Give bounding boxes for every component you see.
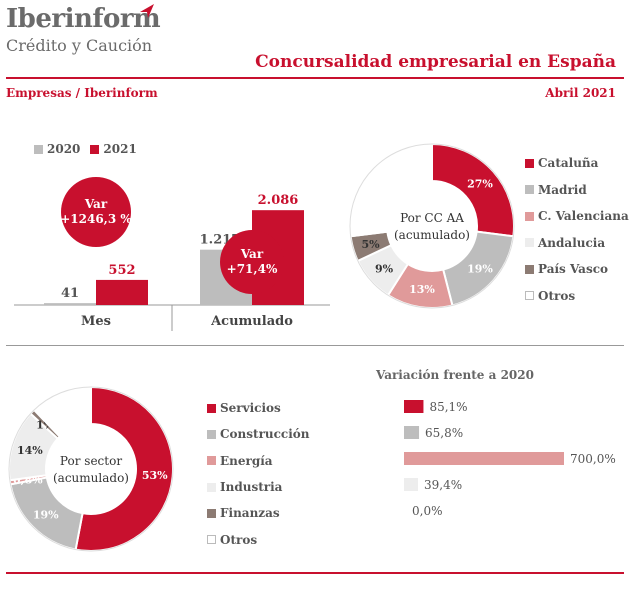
category-label: Acumulado xyxy=(210,314,293,329)
category-label: Mes xyxy=(81,314,111,329)
bar-2021-mes xyxy=(96,279,148,305)
legend-swatch xyxy=(207,429,216,439)
legend-item: País Vasco xyxy=(525,256,629,283)
pie-slice-label: 19% xyxy=(33,508,59,521)
pie-slice-label: 9% xyxy=(375,262,394,275)
legend-label: Cataluña xyxy=(538,156,599,171)
variation-bar-label: 65,8% xyxy=(425,426,463,440)
legend-swatch xyxy=(207,456,216,466)
date-label: Abril 2021 xyxy=(545,86,616,100)
pie-center-label-line2: (acumulado) xyxy=(394,228,470,242)
logo-tagline: Crédito y Caución xyxy=(6,36,153,55)
variation-bar xyxy=(404,452,564,465)
bar-2020-mes xyxy=(44,303,96,305)
legend-label: Servicios xyxy=(220,401,281,416)
variation-bar-label: 0,0% xyxy=(412,504,443,518)
legend-item: Andalucia xyxy=(525,230,629,257)
legend-swatch xyxy=(207,508,216,518)
pie-outline xyxy=(349,143,515,309)
pie-slice-label: 13% xyxy=(409,283,435,296)
pie-chart-sector: 53%19%0,8%14%1%Por sector(acumulado) xyxy=(8,385,174,552)
section-divider xyxy=(6,345,624,346)
pie-slice-label: 27% xyxy=(467,178,493,191)
legend-swatch xyxy=(525,158,534,168)
legend-item: C. Valenciana xyxy=(525,203,629,230)
bar-data-label: 552 xyxy=(108,263,135,278)
variation-bubble-line2: +71,4% xyxy=(227,262,278,276)
variation-bar-label: 700,0% xyxy=(570,452,616,466)
pie-legend-ccaa: Cataluña Madrid C. Valenciana Andalucia País… xyxy=(525,150,629,309)
variation-bar-chart: 85,1% 65,8% 700,0% 39,4% 0,0% xyxy=(404,400,616,518)
legend-label: 2021 xyxy=(103,142,137,156)
footer-rule xyxy=(6,572,624,574)
legend-swatch xyxy=(90,144,100,154)
legend-label: C. Valenciana xyxy=(538,209,629,224)
legend-label: País Vasco xyxy=(538,262,609,277)
legend-label: Energía xyxy=(220,453,273,468)
pie-outline xyxy=(8,386,174,552)
logo-wordmark: Iberinform xyxy=(6,4,161,34)
legend-item-2020: 2020 xyxy=(34,142,80,156)
legend-label: Madrid xyxy=(538,182,587,197)
legend-swatch xyxy=(207,535,216,545)
legend-item: Otros xyxy=(207,526,310,552)
bar-legend: 2020 2021 xyxy=(34,142,137,156)
legend-swatch xyxy=(525,264,534,274)
variation-bar xyxy=(404,400,424,413)
legend-item-2021: 2021 xyxy=(90,142,137,156)
source-label: Empresas / Iberinform xyxy=(6,86,158,100)
legend-swatch xyxy=(525,211,534,221)
variation-bar xyxy=(404,426,420,439)
legend-item: Otros xyxy=(525,283,629,310)
pie-slice-label: 5% xyxy=(361,238,380,251)
page-title: Concursalidad empresarial en España xyxy=(255,52,616,72)
legend-item: Industria xyxy=(207,474,310,500)
variation-bubble-line2: +1246,3 % xyxy=(60,212,132,226)
legend-label: Finanzas xyxy=(220,506,280,521)
variation-title: Variación frente a 2020 xyxy=(376,368,534,382)
legend-label: 2020 xyxy=(47,142,81,156)
variation-bubble xyxy=(61,177,131,247)
bar-data-label: 2.086 xyxy=(258,193,299,208)
pie-chart-ccaa: 27% 19% 13% 9% 5% Por CC AA (acumulado) xyxy=(349,142,515,309)
legend-swatch xyxy=(34,144,43,154)
legend-swatch xyxy=(207,482,216,492)
variation-bubble-line1: Var xyxy=(240,247,264,261)
pie-center-label-line2: (acumulado) xyxy=(53,471,129,485)
legend-label: Construcción xyxy=(220,427,310,442)
logo-arrow-icon xyxy=(140,4,154,18)
legend-item: Energía xyxy=(207,448,310,474)
title-rule xyxy=(6,77,624,79)
legend-label: Industria xyxy=(220,480,283,495)
legend-swatch xyxy=(525,238,534,248)
legend-label: Otros xyxy=(538,288,576,303)
legend-item: Servicios xyxy=(207,395,310,421)
bar-data-label: 41 xyxy=(61,286,79,301)
pie-legend-sector: Servicios Construcción Energía Industria Fin… xyxy=(207,395,310,553)
legend-item: Cataluña xyxy=(525,150,629,177)
legend-item: Madrid xyxy=(525,177,629,204)
variation-bar xyxy=(404,478,418,491)
pie-center-label-line1: Por sector xyxy=(60,454,122,468)
pie-slice-label: 19% xyxy=(467,262,493,275)
variation-bubble-line1: Var xyxy=(84,197,108,211)
variation-bubble xyxy=(220,230,284,294)
pie-center-label-line1: Por CC AA xyxy=(400,211,464,225)
legend-item: Finanzas xyxy=(207,500,310,526)
variation-bar-label: 39,4% xyxy=(424,478,462,492)
pie-slice-label: 53% xyxy=(142,469,168,482)
legend-item: Construcción xyxy=(207,421,310,447)
legend-label: Otros xyxy=(220,532,258,547)
pie-slice-label: 14% xyxy=(17,444,43,457)
legend-label: Andalucia xyxy=(538,235,606,250)
legend-swatch xyxy=(207,403,216,413)
legend-swatch xyxy=(525,185,534,195)
variation-bar-label: 85,1% xyxy=(429,400,467,414)
legend-swatch xyxy=(525,291,534,301)
